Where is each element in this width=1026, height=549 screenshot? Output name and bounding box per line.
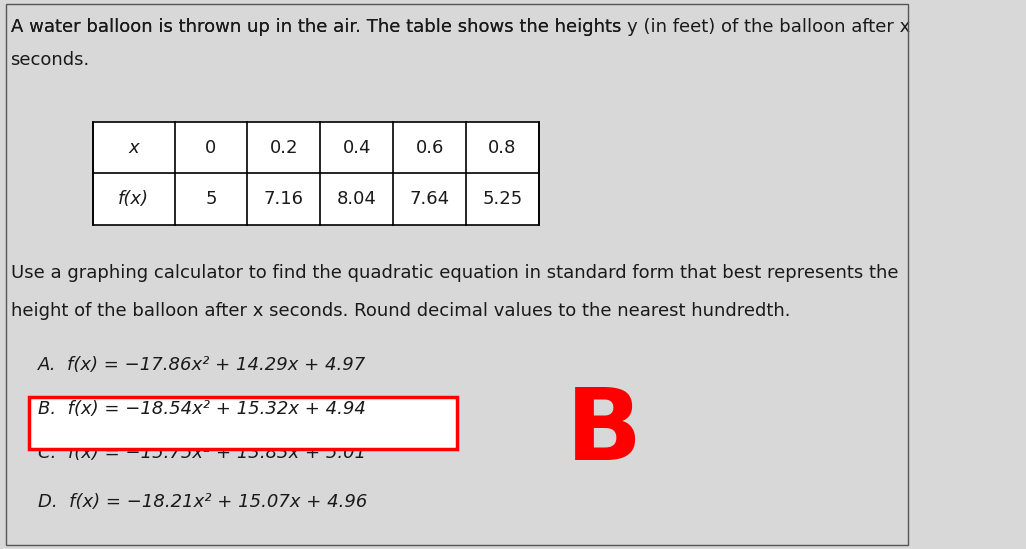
Text: 7.16: 7.16 <box>264 191 304 209</box>
Text: 0.2: 0.2 <box>270 138 299 156</box>
Text: Use a graphing calculator to find the quadratic equation in standard form that b: Use a graphing calculator to find the qu… <box>10 264 898 282</box>
Text: B.  f(x) = −18.54x² + 15.32x + 4.94: B. f(x) = −18.54x² + 15.32x + 4.94 <box>38 400 365 418</box>
Text: C.  f(x) = −15.75x² + 13.83x + 5.01: C. f(x) = −15.75x² + 13.83x + 5.01 <box>38 444 366 462</box>
Text: 0.6: 0.6 <box>416 138 444 156</box>
Text: seconds.: seconds. <box>10 51 89 69</box>
Text: 7.64: 7.64 <box>409 191 449 209</box>
Text: f(x): f(x) <box>118 191 149 209</box>
Text: 5.25: 5.25 <box>482 191 522 209</box>
Text: 0.8: 0.8 <box>488 138 517 156</box>
Text: B: B <box>566 384 642 481</box>
Text: 0.4: 0.4 <box>343 138 371 156</box>
Text: 5: 5 <box>205 191 216 209</box>
Text: A.  f(x) = −17.86x² + 14.29x + 4.97: A. f(x) = −17.86x² + 14.29x + 4.97 <box>38 356 366 374</box>
FancyBboxPatch shape <box>29 397 457 449</box>
Text: x: x <box>128 138 139 156</box>
Text: A water balloon is thrown up in the air. The table shows the heights y (in feet): A water balloon is thrown up in the air.… <box>10 18 910 36</box>
FancyBboxPatch shape <box>92 121 539 225</box>
Text: A water balloon is thrown up in the air. The table shows the heights: A water balloon is thrown up in the air.… <box>10 18 627 36</box>
Text: 0: 0 <box>205 138 216 156</box>
Text: B.  f(x) = −18.54x² + 15.32x + 4.94: B. f(x) = −18.54x² + 15.32x + 4.94 <box>38 400 365 418</box>
Text: 8.04: 8.04 <box>337 191 377 209</box>
Text: D.  f(x) = −18.21x² + 15.07x + 4.96: D. f(x) = −18.21x² + 15.07x + 4.96 <box>38 493 367 511</box>
Text: height of the balloon after x seconds. Round decimal values to the nearest hundr: height of the balloon after x seconds. R… <box>10 302 790 320</box>
